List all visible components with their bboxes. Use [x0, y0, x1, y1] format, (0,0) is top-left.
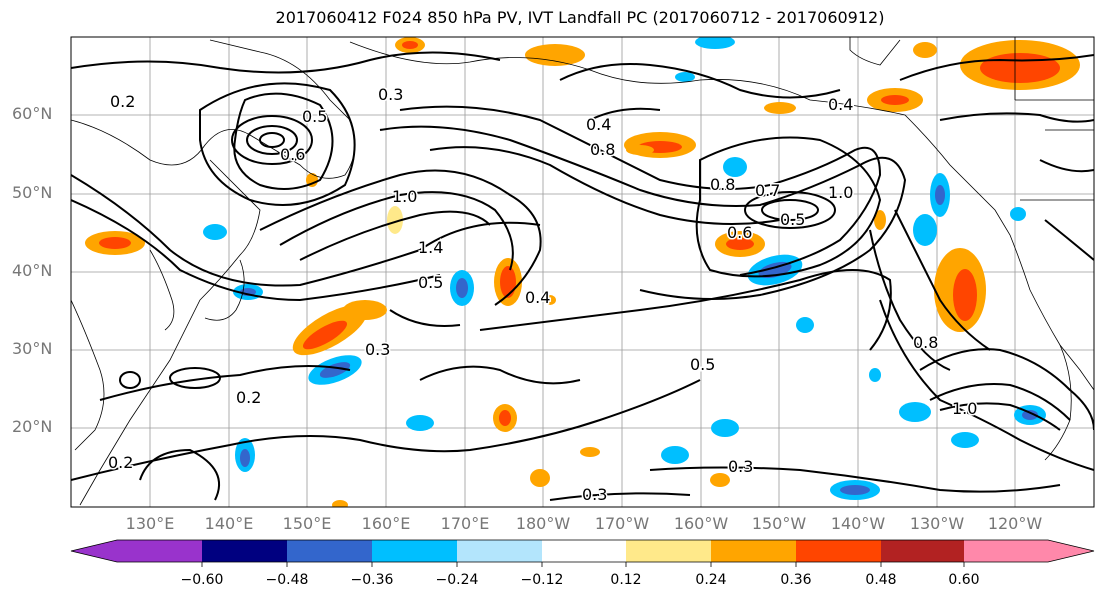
colorbar-tick-label: −0.12: [520, 572, 564, 588]
lon-label: 140°E: [204, 514, 254, 533]
contour-label: 0.5: [302, 107, 327, 126]
colorbar-segment: [796, 540, 881, 562]
colorbar-tick-label: 0.48: [865, 572, 897, 588]
contour-label: 0.6: [280, 145, 305, 164]
lon-label: 160°E: [361, 514, 411, 533]
lon-label: 150°W: [751, 514, 807, 533]
colorbar-segment: [542, 540, 626, 562]
shaded-anomalies: [85, 37, 1080, 507]
lon-label: 120°W: [987, 514, 1043, 533]
contour-label: 0.4: [525, 288, 550, 307]
contour-label: 0.3: [728, 457, 753, 476]
colorbar-tick-label: −0.24: [435, 572, 479, 588]
pv-contour-labels: 0.5 0.3 0.2 0.6 0.4 0.8 1.0 1.4 0.7 0.5 …: [107, 84, 979, 506]
colorbar-segment: [287, 540, 372, 562]
lat-label: 60°N: [12, 104, 53, 123]
lon-label: 130°E: [125, 514, 175, 533]
shade-patch: [525, 44, 585, 66]
colorbar: [70, 539, 1095, 567]
contour-label: 0.8: [710, 175, 735, 194]
contour-label: 0.5: [780, 210, 805, 229]
lat-label: 30°N: [12, 339, 53, 358]
contour-label: 0.3: [365, 340, 390, 359]
colorbar-tick-label: −0.48: [265, 572, 309, 588]
contour-label: 1.0: [392, 187, 417, 206]
contour-label: 0.8: [590, 140, 615, 159]
contour-label: 1.4: [418, 238, 443, 257]
contour-label: 0.4: [828, 95, 853, 114]
contour-label: 0.2: [110, 92, 135, 111]
colorbar-segment: [457, 540, 542, 562]
colorbar-min-arrow: [71, 540, 117, 562]
colorbar-max-arrow: [1048, 540, 1094, 562]
lon-label: 180°W: [515, 514, 571, 533]
colorbar-segment: [372, 540, 457, 562]
chart-title: 2017060412 F024 850 hPa PV, IVT Landfall…: [275, 8, 885, 27]
contour-label: 0.5: [418, 273, 443, 292]
contour-label: 0.4: [586, 115, 611, 134]
contour-label: 0.3: [582, 485, 607, 504]
contour-label: 0.6: [727, 223, 752, 242]
colorbar-tick-label: 0.24: [695, 572, 727, 588]
contour-label: 0.3: [378, 85, 403, 104]
colorbar-segment: [964, 540, 1048, 562]
colorbar-segment: [881, 540, 964, 562]
colorbar-segment: [202, 540, 287, 562]
colorbar-tick-label: 0.36: [780, 572, 812, 588]
colorbar-segment: [711, 540, 796, 562]
contour-label: 1.0: [828, 183, 853, 202]
colorbar-segment: [117, 540, 202, 562]
map-frame: [70, 36, 1095, 508]
contour-label: 0.8: [913, 333, 938, 352]
lon-label: 170°W: [594, 514, 650, 533]
colorbar-tick-label: −0.36: [350, 572, 394, 588]
graticule: [71, 37, 1094, 507]
lon-label: 160°W: [673, 514, 729, 533]
colorbar-tick-label: −0.60: [180, 572, 224, 588]
lon-label: 140°W: [830, 514, 886, 533]
shade-patch: [723, 157, 747, 177]
contour-label: 0.2: [236, 388, 261, 407]
pv-contours: [71, 51, 1094, 501]
lat-label: 40°N: [12, 261, 53, 280]
colorbar-tick-label: 0.12: [610, 572, 642, 588]
lon-label: 150°E: [282, 514, 332, 533]
lon-label: 130°W: [909, 514, 965, 533]
colorbar-tick-label: 0.60: [948, 572, 980, 588]
contour-label: 0.5: [690, 355, 715, 374]
shade-patch: [695, 37, 735, 49]
contour-label: 0.7: [755, 181, 780, 200]
contour-label: 1.0: [952, 399, 977, 418]
contour-label: 0.2: [108, 453, 133, 472]
lon-label: 170°E: [440, 514, 490, 533]
lat-label: 50°N: [12, 183, 53, 202]
coastlines: [71, 37, 1094, 506]
lat-label: 20°N: [12, 417, 53, 436]
colorbar-segment: [626, 540, 711, 562]
